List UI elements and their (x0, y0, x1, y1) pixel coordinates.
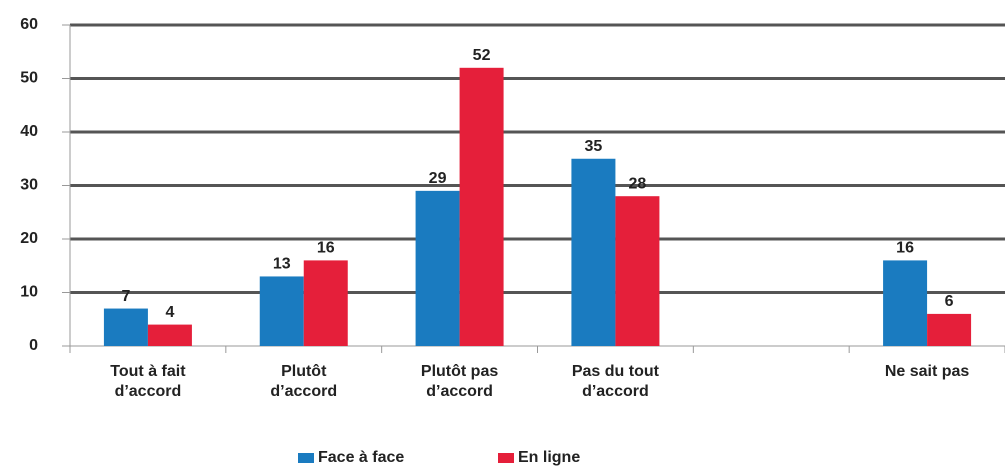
x-tick-label: Plutôt d’accord (270, 363, 338, 400)
value-label: 13 (273, 256, 291, 273)
value-label: 16 (896, 240, 914, 257)
value-label: 4 (165, 304, 174, 321)
bar (615, 196, 660, 346)
bar (303, 260, 348, 346)
y-tick-label: 30 (20, 177, 38, 194)
bar (415, 190, 460, 346)
bar (259, 276, 304, 346)
y-tick-label: 20 (20, 230, 38, 247)
x-tick-label: Tout à fait d’accord (110, 363, 186, 400)
bar (927, 313, 972, 346)
legend-swatch (298, 453, 314, 463)
bar (571, 158, 616, 346)
value-label: 7 (121, 288, 130, 305)
y-tick-label: 40 (20, 123, 38, 140)
y-tick-label: 60 (20, 16, 38, 33)
value-label: 29 (429, 170, 447, 187)
bar (103, 308, 148, 346)
value-label: 52 (473, 47, 491, 64)
x-tick-label: Pas du tout d’accord (571, 363, 659, 400)
bar (147, 324, 192, 346)
legend-item: Face à face (298, 449, 404, 467)
value-label: 16 (317, 240, 335, 257)
value-label: 6 (945, 293, 954, 310)
legend-label: En ligne (518, 449, 581, 466)
y-tick-label: 0 (29, 337, 38, 354)
value-label: 35 (585, 138, 603, 155)
x-tick-label: Plutôt pas d’accord (420, 363, 499, 400)
x-tick-label: Ne sait pas (884, 363, 970, 380)
bar (883, 260, 928, 346)
value-label: 28 (629, 175, 647, 192)
legend-item: En ligne (498, 449, 580, 467)
y-tick-label: 10 (20, 284, 38, 301)
y-tick-label: 50 (20, 70, 38, 87)
legend-swatch (498, 453, 514, 463)
legend-label: Face à face (318, 449, 405, 466)
bar (459, 67, 504, 347)
